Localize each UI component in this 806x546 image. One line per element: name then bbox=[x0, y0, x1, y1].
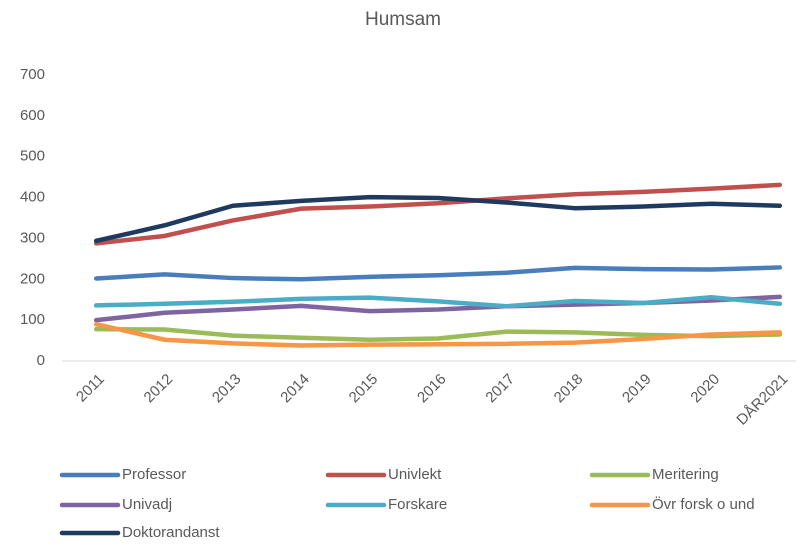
x-tick-label: 2013 bbox=[209, 371, 245, 407]
legend-label: Univlekt bbox=[388, 466, 442, 483]
series-line bbox=[93, 321, 783, 348]
x-tick-label: 2014 bbox=[277, 371, 313, 407]
x-tick-label: DÅR2021 bbox=[733, 371, 791, 429]
y-tick-label: 400 bbox=[20, 189, 45, 206]
chart-title: Humsam bbox=[365, 9, 441, 30]
x-tick-label: 2017 bbox=[482, 371, 518, 407]
series-line bbox=[93, 265, 783, 282]
y-tick-label: 700 bbox=[20, 66, 45, 83]
series-line bbox=[93, 182, 783, 246]
x-tick-label: 2011 bbox=[73, 371, 108, 406]
x-tick-label: 2020 bbox=[687, 371, 723, 407]
x-tick-label: 2016 bbox=[414, 371, 450, 407]
y-tick-label: 100 bbox=[20, 311, 45, 328]
x-tick-label: 2018 bbox=[551, 371, 587, 407]
legend-label: Forskare bbox=[388, 496, 447, 513]
legend-label: Meritering bbox=[652, 466, 719, 483]
x-tick-label: 2012 bbox=[141, 371, 177, 407]
series-line bbox=[93, 194, 783, 244]
legend-label: Univadj bbox=[122, 496, 172, 513]
y-tick-label: 0 bbox=[37, 352, 45, 369]
y-tick-label: 200 bbox=[20, 270, 45, 287]
legend-label: Doktorandanst bbox=[122, 524, 220, 541]
y-tick-label: 500 bbox=[20, 148, 45, 165]
x-tick-label: 2019 bbox=[619, 371, 655, 407]
series-line bbox=[93, 295, 783, 309]
legend-label: Övr forsk o und bbox=[652, 495, 755, 513]
y-tick-label: 600 bbox=[20, 107, 45, 124]
legend-label: Professor bbox=[122, 466, 186, 483]
y-tick-label: 300 bbox=[20, 229, 45, 246]
x-tick-label: 2015 bbox=[346, 371, 382, 407]
